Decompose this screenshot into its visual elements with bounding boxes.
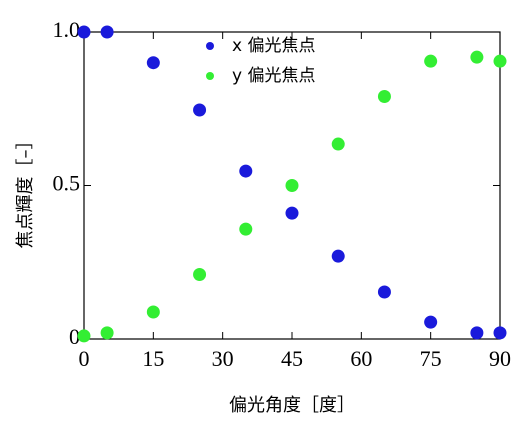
point <box>331 249 345 263</box>
point <box>470 326 484 340</box>
y-tick-label: 0 <box>69 324 80 349</box>
point <box>100 25 114 39</box>
x-tick-label: 0 <box>79 346 90 371</box>
point <box>493 326 507 340</box>
point <box>146 56 160 70</box>
point <box>77 329 91 343</box>
point <box>285 206 299 220</box>
point <box>331 137 345 151</box>
point <box>424 54 438 68</box>
x-tick-label: 90 <box>489 346 511 371</box>
point <box>100 326 114 340</box>
point <box>470 50 484 64</box>
x-tick-label: 30 <box>212 346 234 371</box>
legend-label: y 偏光焦点 <box>232 66 315 86</box>
y-tick-label: 0.5 <box>53 171 81 196</box>
x-tick-label: 75 <box>420 346 442 371</box>
x-axis-label: 偏光角度［度］ <box>229 395 355 416</box>
point <box>193 268 207 282</box>
x-tick-label: 15 <box>142 346 164 371</box>
y-axis-label: 焦点輝度［–］ <box>15 132 36 249</box>
point <box>377 89 391 103</box>
y-tick-label: 1.0 <box>53 17 81 42</box>
point <box>424 315 438 329</box>
point <box>493 54 507 68</box>
point <box>146 305 160 319</box>
legend-label: x 偏光焦点 <box>232 36 315 56</box>
point <box>239 164 253 178</box>
point <box>77 25 91 39</box>
x-tick-label: 45 <box>281 346 303 371</box>
point <box>377 285 391 299</box>
point <box>193 103 207 117</box>
legend-marker <box>206 42 214 50</box>
point <box>285 179 299 192</box>
legend-marker <box>206 72 214 80</box>
x-tick-label: 60 <box>350 346 372 371</box>
point <box>239 222 253 236</box>
